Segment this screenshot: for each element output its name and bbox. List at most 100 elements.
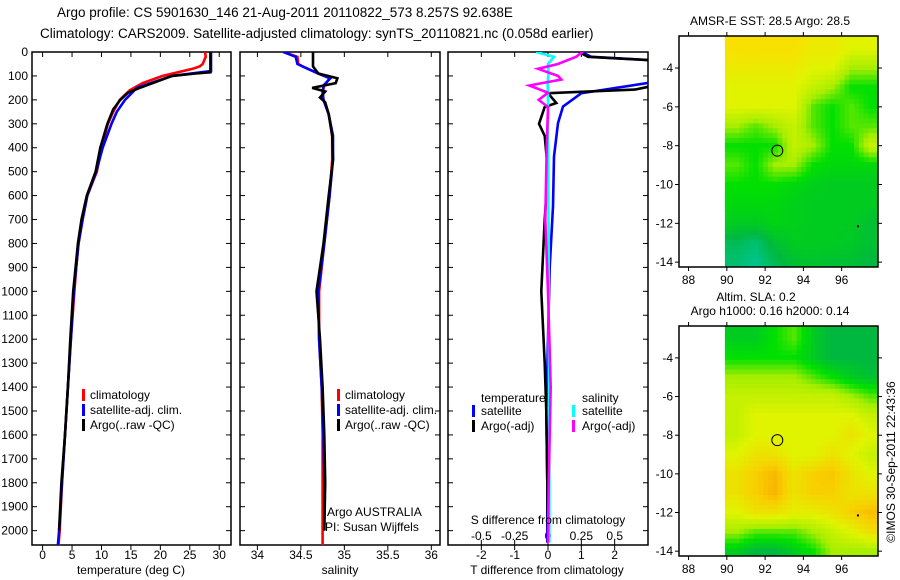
map-cell: [777, 167, 783, 173]
map-cell: [858, 264, 865, 268]
map-cell: [791, 350, 798, 356]
x-tick-label: 25: [183, 548, 197, 562]
map-cell: [748, 495, 755, 501]
map-cell: [820, 350, 826, 356]
map-cell: [825, 205, 831, 212]
map-cell: [863, 50, 869, 56]
map-cell: [868, 40, 874, 47]
map-cell: [796, 369, 802, 375]
map-cell: [844, 388, 850, 395]
map-cell: [801, 432, 807, 438]
map-cell: [854, 398, 860, 404]
map-cell: [772, 84, 779, 90]
map-cell: [820, 259, 826, 265]
map-cell: [825, 509, 831, 515]
map-cell: [734, 157, 740, 163]
map-cell: [863, 543, 869, 549]
map-cell: [811, 264, 817, 268]
map-cell: [854, 108, 860, 115]
map-cell: [834, 379, 841, 385]
map-cell: [854, 345, 860, 351]
map-cell: [873, 171, 879, 178]
map-cell: [748, 475, 755, 482]
map-cell: [839, 196, 845, 202]
map-cell: [844, 471, 850, 477]
map-cell: [772, 509, 779, 515]
map-cell: [806, 239, 812, 246]
map-cell: [787, 167, 793, 173]
map-cell: [791, 50, 798, 56]
map-cell: [791, 369, 798, 375]
map-cell: [782, 408, 788, 414]
map-cell: [734, 79, 740, 86]
map-cell: [873, 413, 879, 419]
map-cell: [744, 514, 750, 520]
map-cell: [734, 225, 740, 231]
map-cell: [806, 162, 812, 168]
map-cell: [744, 340, 750, 346]
map-cell: [748, 466, 755, 472]
map-cell: [868, 157, 874, 163]
map-cell: [744, 553, 750, 557]
map-cell: [863, 79, 869, 86]
map-cell: [830, 55, 836, 61]
map-cell: [854, 162, 860, 168]
map-cell: [806, 235, 812, 241]
map-cell: [724, 359, 731, 366]
map-cell: [729, 456, 735, 462]
map-cell: [830, 408, 836, 414]
map-cell: [748, 485, 755, 491]
map-cell: [796, 147, 802, 153]
map-cell: [873, 528, 879, 535]
map-cell: [777, 499, 783, 506]
map-cell: [729, 142, 735, 149]
map-cell: [854, 239, 860, 246]
map-cell: [791, 379, 798, 385]
map-cell: [724, 514, 731, 520]
map-cell: [863, 196, 869, 202]
map-cell: [777, 244, 783, 251]
map-cell: [729, 259, 735, 265]
map-cell: [849, 475, 855, 482]
map-cell: [801, 490, 807, 496]
map-cell: [734, 113, 740, 119]
map-cell: [873, 335, 879, 341]
map-cell: [873, 398, 879, 404]
map-cell: [768, 422, 774, 428]
lon-tick-label: 94: [797, 273, 811, 287]
map-cell: [801, 254, 807, 260]
map-cell: [844, 40, 850, 47]
map-cell: [863, 40, 869, 47]
map-cell: [758, 74, 764, 81]
map-cell: [748, 548, 755, 554]
map-cell: [820, 422, 826, 428]
map-cell: [744, 364, 750, 370]
map-cell: [763, 89, 769, 95]
map-cell: [753, 142, 759, 149]
map-cell: [839, 398, 845, 404]
map-cell: [739, 369, 745, 375]
map-cell: [844, 350, 850, 356]
map-cell: [858, 181, 865, 187]
map-cell: [729, 437, 735, 443]
map-cell: [858, 210, 865, 217]
map-cell: [791, 509, 798, 515]
map-cell: [753, 359, 759, 366]
map-cell: [844, 196, 850, 202]
map-cell: [854, 50, 860, 56]
map-cell: [758, 113, 764, 119]
map-cell: [839, 99, 845, 105]
map-cell: [748, 403, 755, 409]
map-cell: [753, 427, 759, 433]
map-cell: [796, 422, 802, 428]
x-tick-label: 34.5: [289, 548, 313, 562]
map-cell: [806, 359, 812, 366]
map-cell: [777, 355, 783, 361]
map-cell: [801, 244, 807, 251]
map-cell: [820, 437, 826, 443]
map-cell: [796, 142, 802, 149]
map-cell: [825, 533, 831, 540]
map-cell: [758, 413, 764, 419]
map-cell: [782, 89, 788, 95]
map-cell: [820, 543, 826, 549]
